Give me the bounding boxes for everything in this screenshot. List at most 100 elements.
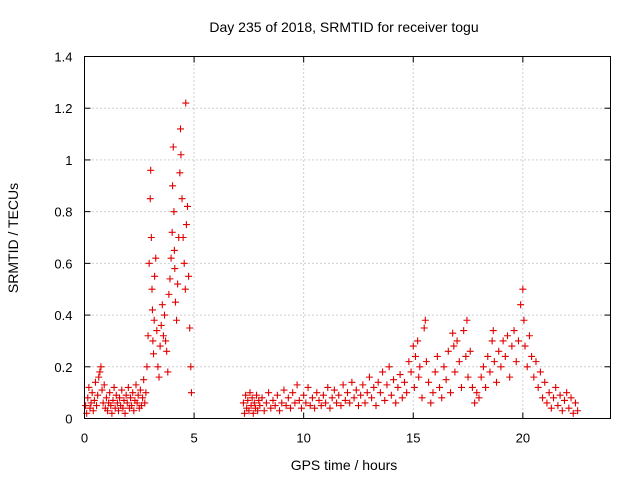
data-point	[444, 347, 452, 355]
data-point	[381, 396, 389, 404]
data-point	[453, 337, 461, 345]
data-point	[143, 363, 151, 371]
data-point	[119, 404, 127, 412]
data-point	[88, 389, 96, 397]
data-point	[482, 383, 490, 391]
data-point	[322, 399, 330, 407]
data-point	[421, 316, 429, 324]
data-point	[525, 332, 533, 340]
data-point	[116, 394, 124, 402]
data-point	[300, 391, 308, 399]
data-point	[176, 169, 184, 177]
data-point	[167, 254, 175, 262]
y-axis-label: SRMTID / TECUs	[5, 183, 21, 293]
data-point	[545, 389, 553, 397]
data-point	[169, 143, 177, 151]
data-point	[177, 151, 185, 159]
data-point	[155, 373, 163, 381]
data-point	[414, 337, 422, 345]
data-point	[284, 394, 292, 402]
data-point	[569, 409, 577, 417]
data-point	[107, 402, 115, 410]
data-point	[166, 275, 174, 283]
data-point	[93, 402, 101, 410]
data-point	[267, 404, 275, 412]
x-axis-label: GPS time / hours	[291, 457, 398, 473]
data-point	[567, 394, 575, 402]
data-point	[160, 311, 168, 319]
data-point	[558, 407, 566, 415]
data-point	[145, 259, 153, 267]
data-point	[276, 407, 284, 415]
data-point	[108, 409, 116, 417]
data-point	[333, 399, 341, 407]
data-point	[326, 404, 334, 412]
data-point	[547, 404, 555, 412]
data-point	[403, 389, 411, 397]
data-point	[152, 254, 160, 262]
data-point	[258, 394, 266, 402]
data-point	[256, 402, 264, 410]
data-point	[242, 391, 250, 399]
data-point	[455, 358, 463, 366]
data-point	[96, 368, 104, 376]
data-point	[291, 399, 299, 407]
data-point	[479, 363, 487, 371]
data-point	[463, 316, 471, 324]
data-point	[450, 342, 458, 350]
data-point	[574, 407, 582, 415]
data-point	[91, 378, 99, 386]
x-tick-label: 10	[296, 431, 310, 446]
data-point	[134, 391, 142, 399]
data-point	[289, 389, 297, 397]
data-point	[462, 352, 470, 360]
data-point	[317, 402, 325, 410]
data-point	[124, 383, 132, 391]
data-point	[400, 378, 408, 386]
data-point	[374, 378, 382, 386]
data-point	[539, 394, 547, 402]
y-tick-label: 1.4	[54, 50, 72, 65]
data-point	[82, 402, 90, 410]
data-point	[240, 409, 248, 417]
data-point	[415, 373, 423, 381]
chart-title: Day 235 of 2018, SRMTID for receiver tog…	[209, 19, 478, 35]
data-point	[269, 396, 277, 404]
data-point	[510, 327, 518, 335]
data-point	[556, 391, 564, 399]
data-point	[460, 327, 468, 335]
data-point	[379, 368, 387, 376]
data-point	[440, 363, 448, 371]
data-point	[171, 298, 179, 306]
data-point	[490, 358, 498, 366]
data-point	[260, 407, 268, 415]
data-point	[543, 399, 551, 407]
data-point	[287, 404, 295, 412]
data-point	[151, 272, 159, 280]
data-point	[477, 373, 485, 381]
data-point	[376, 389, 384, 397]
data-point	[427, 399, 435, 407]
data-point	[136, 386, 144, 394]
data-point	[271, 402, 279, 410]
data-point	[438, 394, 446, 402]
data-point	[127, 394, 135, 402]
data-point	[354, 402, 362, 410]
data-point	[447, 389, 455, 397]
data-point	[571, 399, 579, 407]
data-point	[182, 221, 190, 229]
data-point	[565, 404, 573, 412]
data-point	[265, 389, 273, 397]
data-point	[387, 391, 395, 399]
data-point	[484, 352, 492, 360]
axis-ticks: 0 0.2 0.4 0.6 0.8 1 1.2 1.4 0 5 10 15 20	[54, 50, 611, 446]
data-point	[146, 195, 154, 203]
data-point	[147, 234, 155, 241]
data-point	[346, 399, 354, 407]
data-point	[295, 396, 303, 404]
data-point	[348, 378, 356, 386]
data-point	[110, 383, 118, 391]
data-point	[407, 368, 415, 376]
data-point	[94, 391, 102, 399]
data-point	[174, 280, 182, 288]
